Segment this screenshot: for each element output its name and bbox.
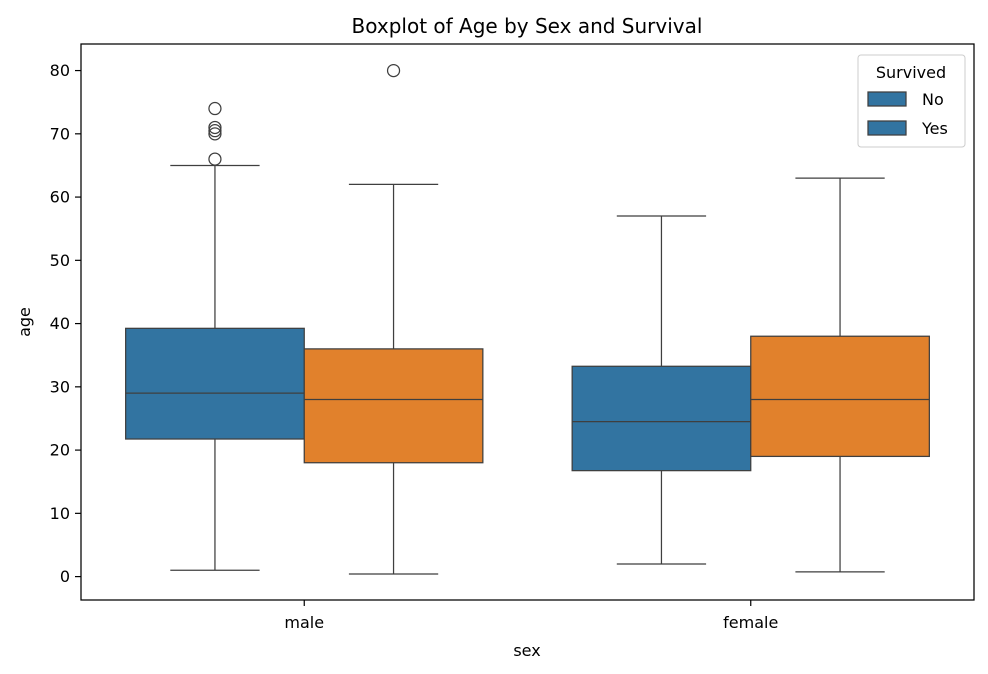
legend: Survived No Yes xyxy=(857,54,966,148)
outlier-point xyxy=(208,101,222,116)
outlier-point xyxy=(208,124,222,138)
y-tick-label: 70 xyxy=(50,124,70,143)
axes-frame xyxy=(80,43,975,601)
x-tick-label: female xyxy=(723,613,778,632)
y-tick-label: 30 xyxy=(50,377,70,396)
legend-label-yes: Yes xyxy=(921,119,948,138)
x-tick-label: male xyxy=(284,613,324,632)
legend-label-no: No xyxy=(922,90,944,109)
y-tick-label: 20 xyxy=(50,441,70,460)
x-axis: male female xyxy=(284,600,778,632)
legend-title: Survived xyxy=(876,63,946,82)
y-tick-label: 40 xyxy=(50,314,70,333)
x-axis-label: sex xyxy=(513,641,540,660)
outlier-point xyxy=(208,120,222,135)
box-no-male xyxy=(125,101,305,571)
y-tick-label: 0 xyxy=(60,567,70,586)
box-iqr xyxy=(125,327,305,440)
box-yes-female xyxy=(750,177,930,573)
outlier-point xyxy=(208,152,222,166)
plot-area xyxy=(125,63,930,575)
chart-title: Boxplot of Age by Sex and Survival xyxy=(352,14,703,38)
outlier-point xyxy=(386,63,401,78)
y-tick-label: 80 xyxy=(50,61,70,80)
y-tick-label: 60 xyxy=(50,188,70,207)
box-iqr xyxy=(750,335,930,458)
legend-swatch-no xyxy=(867,91,907,107)
y-tick-label: 50 xyxy=(50,251,70,270)
legend-swatch-yes xyxy=(867,120,907,136)
y-tick-label: 10 xyxy=(50,504,70,523)
box-no-female xyxy=(571,215,752,565)
box-iqr xyxy=(303,348,484,464)
box-yes-male xyxy=(303,63,484,575)
y-axis-label: age xyxy=(15,307,34,337)
y-axis: 0 10 20 30 40 50 60 70 80 xyxy=(50,61,81,586)
box-iqr xyxy=(571,365,752,472)
outlier-point xyxy=(208,127,222,141)
